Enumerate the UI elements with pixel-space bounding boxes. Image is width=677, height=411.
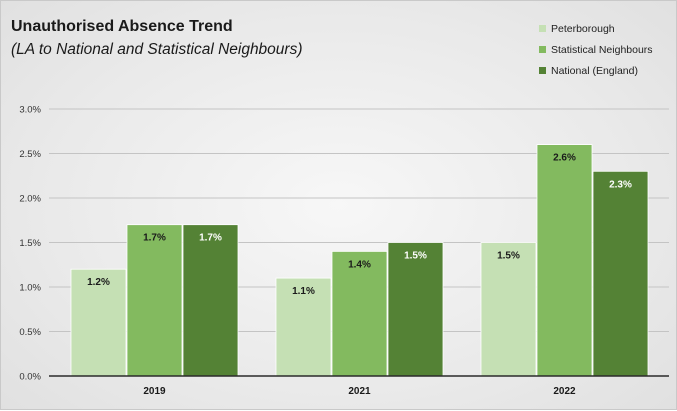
y-tick-label: 0.0% bbox=[19, 372, 41, 383]
data-label: 1.1% bbox=[292, 286, 315, 297]
bar bbox=[480, 242, 537, 377]
bar bbox=[275, 277, 332, 377]
y-tick-label: 2.0% bbox=[19, 194, 41, 205]
bar bbox=[331, 250, 388, 377]
legend-label-peterborough: Peterborough bbox=[551, 22, 615, 35]
legend-item-statistical-neighbours: Statistical Neighbours bbox=[539, 39, 653, 60]
legend-label-statistical-neighbours: Statistical Neighbours bbox=[551, 43, 653, 56]
legend-swatch-national-england bbox=[539, 67, 546, 74]
bar bbox=[592, 170, 649, 377]
bar bbox=[387, 242, 444, 377]
data-label: 1.4% bbox=[348, 259, 371, 270]
bar bbox=[126, 224, 183, 377]
legend-swatch-peterborough bbox=[539, 25, 546, 32]
y-tick-label: 2.5% bbox=[19, 149, 41, 160]
legend-item-national-england: National (England) bbox=[539, 60, 653, 81]
data-label: 1.2% bbox=[87, 277, 110, 288]
legend-label-national-england: National (England) bbox=[551, 64, 638, 77]
data-label: 1.7% bbox=[143, 233, 166, 244]
legend-swatch-statistical-neighbours bbox=[539, 46, 546, 53]
x-tick-label: 2021 bbox=[348, 386, 371, 397]
chart-title: Unauthorised Absence Trend bbox=[11, 18, 233, 35]
y-tick-label: 0.5% bbox=[19, 327, 41, 338]
bar bbox=[536, 144, 593, 377]
chart-legend: Peterborough Statistical Neighbours Nati… bbox=[539, 18, 653, 81]
x-tick-label: 2022 bbox=[553, 386, 576, 397]
bar bbox=[70, 268, 127, 377]
data-label: 2.3% bbox=[609, 179, 632, 190]
data-label: 2.6% bbox=[553, 153, 576, 164]
legend-item-peterborough: Peterborough bbox=[539, 18, 653, 39]
data-label: 1.7% bbox=[199, 233, 222, 244]
bar bbox=[182, 224, 239, 377]
y-tick-label: 1.0% bbox=[19, 283, 41, 294]
data-label: 1.5% bbox=[497, 251, 520, 262]
data-label: 1.5% bbox=[404, 251, 427, 262]
y-tick-label: 3.0% bbox=[19, 105, 41, 116]
y-tick-label: 1.5% bbox=[19, 238, 41, 249]
x-tick-label: 2019 bbox=[143, 386, 166, 397]
chart-subtitle: (LA to National and Statistical Neighbou… bbox=[11, 41, 303, 58]
